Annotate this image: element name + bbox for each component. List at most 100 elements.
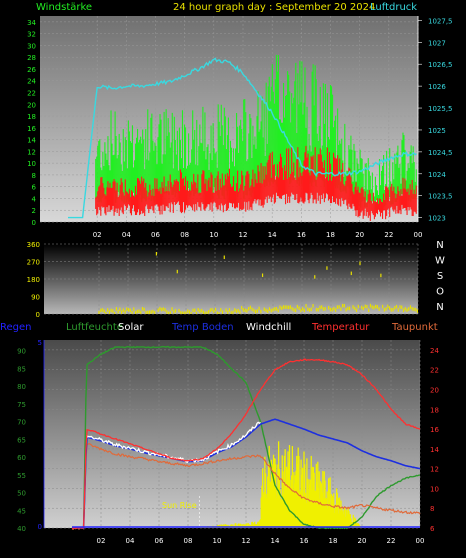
left-tick-label: 18: [27, 113, 36, 121]
humidity-tick-label: 90: [17, 348, 26, 356]
legend-entry: Luftfeuchte: [66, 322, 123, 333]
wind-pressure-axes: 024681012141618202224262830323410231023,…: [27, 16, 453, 227]
wind-direction-axes: 0 90 180 270 360: [27, 241, 40, 319]
left-tick-label: 16: [27, 125, 36, 133]
left-tick-label: 34: [27, 19, 36, 27]
wind-direction-series-marks: [98, 251, 419, 314]
right-tick-label: 1025: [428, 127, 446, 135]
humidity-tick-label: 75: [17, 401, 26, 409]
left-tick-label: 12: [27, 148, 36, 156]
pressure-line: [68, 57, 417, 219]
legend-entry: Windchill: [246, 322, 291, 333]
x-axis-ticks-panel3: 02 04 06 08 10 12 14 16 18 20 22 00: [97, 537, 425, 545]
right-tick-label: 1027,5: [428, 17, 453, 25]
x-tick-label: 20: [358, 537, 367, 545]
compass-label: O: [436, 287, 444, 298]
left-tick-label: 10: [27, 160, 36, 168]
humidity-tick-label: 60: [17, 454, 26, 462]
x-tick-label: 22: [384, 231, 393, 239]
legend-entry: Regen: [0, 322, 32, 333]
temperature-tick-label: 20: [430, 386, 439, 394]
direction-tick-label: 90: [31, 294, 40, 302]
x-tick-label: 02: [93, 231, 102, 239]
x-tick-label: 18: [329, 537, 338, 545]
compass-label: S: [437, 271, 443, 282]
wind-direction-series: [98, 251, 419, 314]
humidity-tick-label: 50: [17, 490, 26, 498]
rain-tick-label: 0: [38, 523, 42, 531]
wind-avg-series: [95, 145, 417, 221]
x-axis-ticks-panel1: 02 04 06 08 10 12 14 16 18 20 22 00: [93, 231, 423, 239]
right-tick-label: 1024: [428, 171, 446, 179]
humidity-tick-label: 70: [17, 419, 26, 427]
compass-label: N: [436, 302, 443, 313]
x-tick-label: 04: [126, 537, 135, 545]
x-tick-label: 14: [268, 231, 277, 239]
x-tick-label: 08: [180, 231, 189, 239]
temperature-line: [71, 358, 421, 530]
legend-entry: Taupunkt: [391, 322, 438, 333]
right-tick-label: 1023,5: [428, 193, 453, 201]
compass-label: W: [435, 256, 445, 267]
x-tick-label: 10: [213, 537, 222, 545]
humidity-tick-label: 40: [17, 525, 26, 533]
right-tick-label: 1026: [428, 83, 446, 91]
left-tick-label: 6: [32, 184, 37, 192]
legend-entry: Solar: [118, 322, 144, 333]
x-tick-label: 12: [239, 231, 248, 239]
left-tick-label: 30: [27, 42, 36, 50]
left-tick-label: 8: [32, 172, 36, 180]
humidity-tick-label: 85: [17, 365, 26, 373]
x-tick-label: 00: [414, 231, 423, 239]
direction-tick-label: 0: [36, 311, 40, 319]
x-tick-label: 16: [300, 537, 309, 545]
humidity-line: [71, 345, 421, 530]
left-tick-label: 14: [27, 137, 36, 145]
temperature-tick-label: 8: [430, 505, 434, 513]
right-tick-label: 1025,5: [428, 105, 453, 113]
legend-entry: Temperatur: [311, 322, 370, 333]
left-tick-label: 4: [32, 195, 37, 203]
right-tick-label: 1026,5: [428, 61, 453, 69]
x-tick-label: 10: [209, 231, 218, 239]
humidity-tick-label: 45: [17, 507, 26, 515]
x-tick-label: 08: [184, 537, 193, 545]
temperature-tick-label: 10: [430, 485, 439, 493]
left-tick-label: 2: [32, 207, 36, 215]
temperature-tick-label: 6: [430, 525, 435, 533]
temperature-tick-label: 18: [430, 406, 439, 414]
temperature-tick-label: 22: [430, 367, 439, 375]
right-tick-label: 1027: [428, 39, 446, 47]
right-tick-label: 1023: [428, 215, 446, 223]
humidity-tick-label: 55: [17, 472, 26, 480]
x-tick-label: 02: [97, 537, 106, 545]
temperature-axes: 40 45 50 55 60 65 70 75 80 85 90 0 5 6 8 10 12 14 16 18 20 22…: [17, 339, 439, 533]
header-right-label: Luftdruck: [370, 2, 417, 13]
x-tick-label: 06: [155, 537, 164, 545]
compass-label: N: [436, 240, 443, 251]
x-tick-label: 00: [416, 537, 425, 545]
x-tick-label: 12: [242, 537, 251, 545]
direction-tick-label: 360: [27, 241, 40, 249]
direction-tick-label: 270: [27, 259, 40, 267]
temperature-series: Sun Rise: [71, 345, 421, 531]
temperature-tick-label: 24: [430, 347, 439, 355]
chart-title: 24 hour graph day : September 20 2024: [173, 2, 375, 13]
wind-direction-plot-area: [44, 244, 418, 314]
temperature-tick-label: 12: [430, 466, 439, 474]
x-tick-label: 18: [326, 231, 335, 239]
sunrise-label: Sun Rise: [162, 501, 197, 510]
x-tick-label: 04: [122, 231, 131, 239]
direction-tick-label: 180: [27, 276, 40, 284]
x-tick-label: 20: [355, 231, 364, 239]
x-tick-label: 06: [151, 231, 160, 239]
temperature-tick-label: 16: [430, 426, 439, 434]
x-tick-label: 16: [297, 231, 306, 239]
header-left-label: Windstärke: [36, 2, 92, 13]
left-tick-label: 22: [27, 90, 36, 98]
rain-tick-label: 5: [38, 339, 42, 347]
